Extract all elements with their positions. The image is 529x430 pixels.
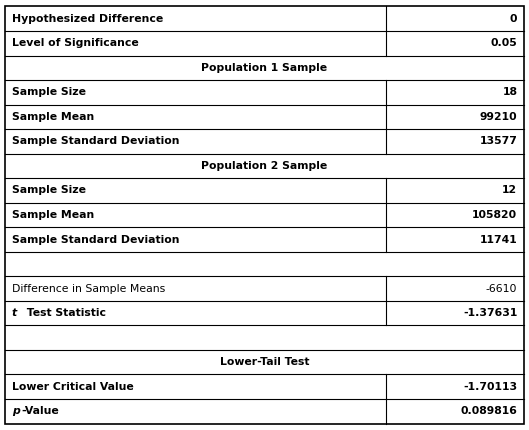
Text: -6610: -6610 <box>486 284 517 294</box>
Text: Sample Mean: Sample Mean <box>12 112 94 122</box>
Text: Sample Size: Sample Size <box>12 87 86 97</box>
Text: -Value: -Value <box>21 406 59 416</box>
Text: -1.70113: -1.70113 <box>463 382 517 392</box>
Text: -1.37631: -1.37631 <box>463 308 517 318</box>
Text: Population 2 Sample: Population 2 Sample <box>202 161 327 171</box>
Text: 11741: 11741 <box>480 234 517 245</box>
Text: 0.089816: 0.089816 <box>460 406 517 416</box>
Text: 105820: 105820 <box>472 210 517 220</box>
Text: Lower-Tail Test: Lower-Tail Test <box>220 357 309 367</box>
Text: Sample Size: Sample Size <box>12 185 86 196</box>
Text: Sample Standard Deviation: Sample Standard Deviation <box>12 136 179 146</box>
Text: Sample Mean: Sample Mean <box>12 210 94 220</box>
Text: 12: 12 <box>502 185 517 196</box>
Text: Lower Critical Value: Lower Critical Value <box>12 382 133 392</box>
Text: t: t <box>12 308 17 318</box>
Text: p: p <box>12 406 20 416</box>
Text: 0: 0 <box>510 14 517 24</box>
Text: Population 1 Sample: Population 1 Sample <box>202 63 327 73</box>
Text: Sample Standard Deviation: Sample Standard Deviation <box>12 234 179 245</box>
Text: Difference in Sample Means: Difference in Sample Means <box>12 284 165 294</box>
Text: Level of Significance: Level of Significance <box>12 38 139 48</box>
Text: 0.05: 0.05 <box>490 38 517 48</box>
Text: 99210: 99210 <box>480 112 517 122</box>
Text: Test Statistic: Test Statistic <box>23 308 106 318</box>
Text: Hypothesized Difference: Hypothesized Difference <box>12 14 163 24</box>
Text: 13577: 13577 <box>479 136 517 146</box>
Text: 18: 18 <box>503 87 517 97</box>
